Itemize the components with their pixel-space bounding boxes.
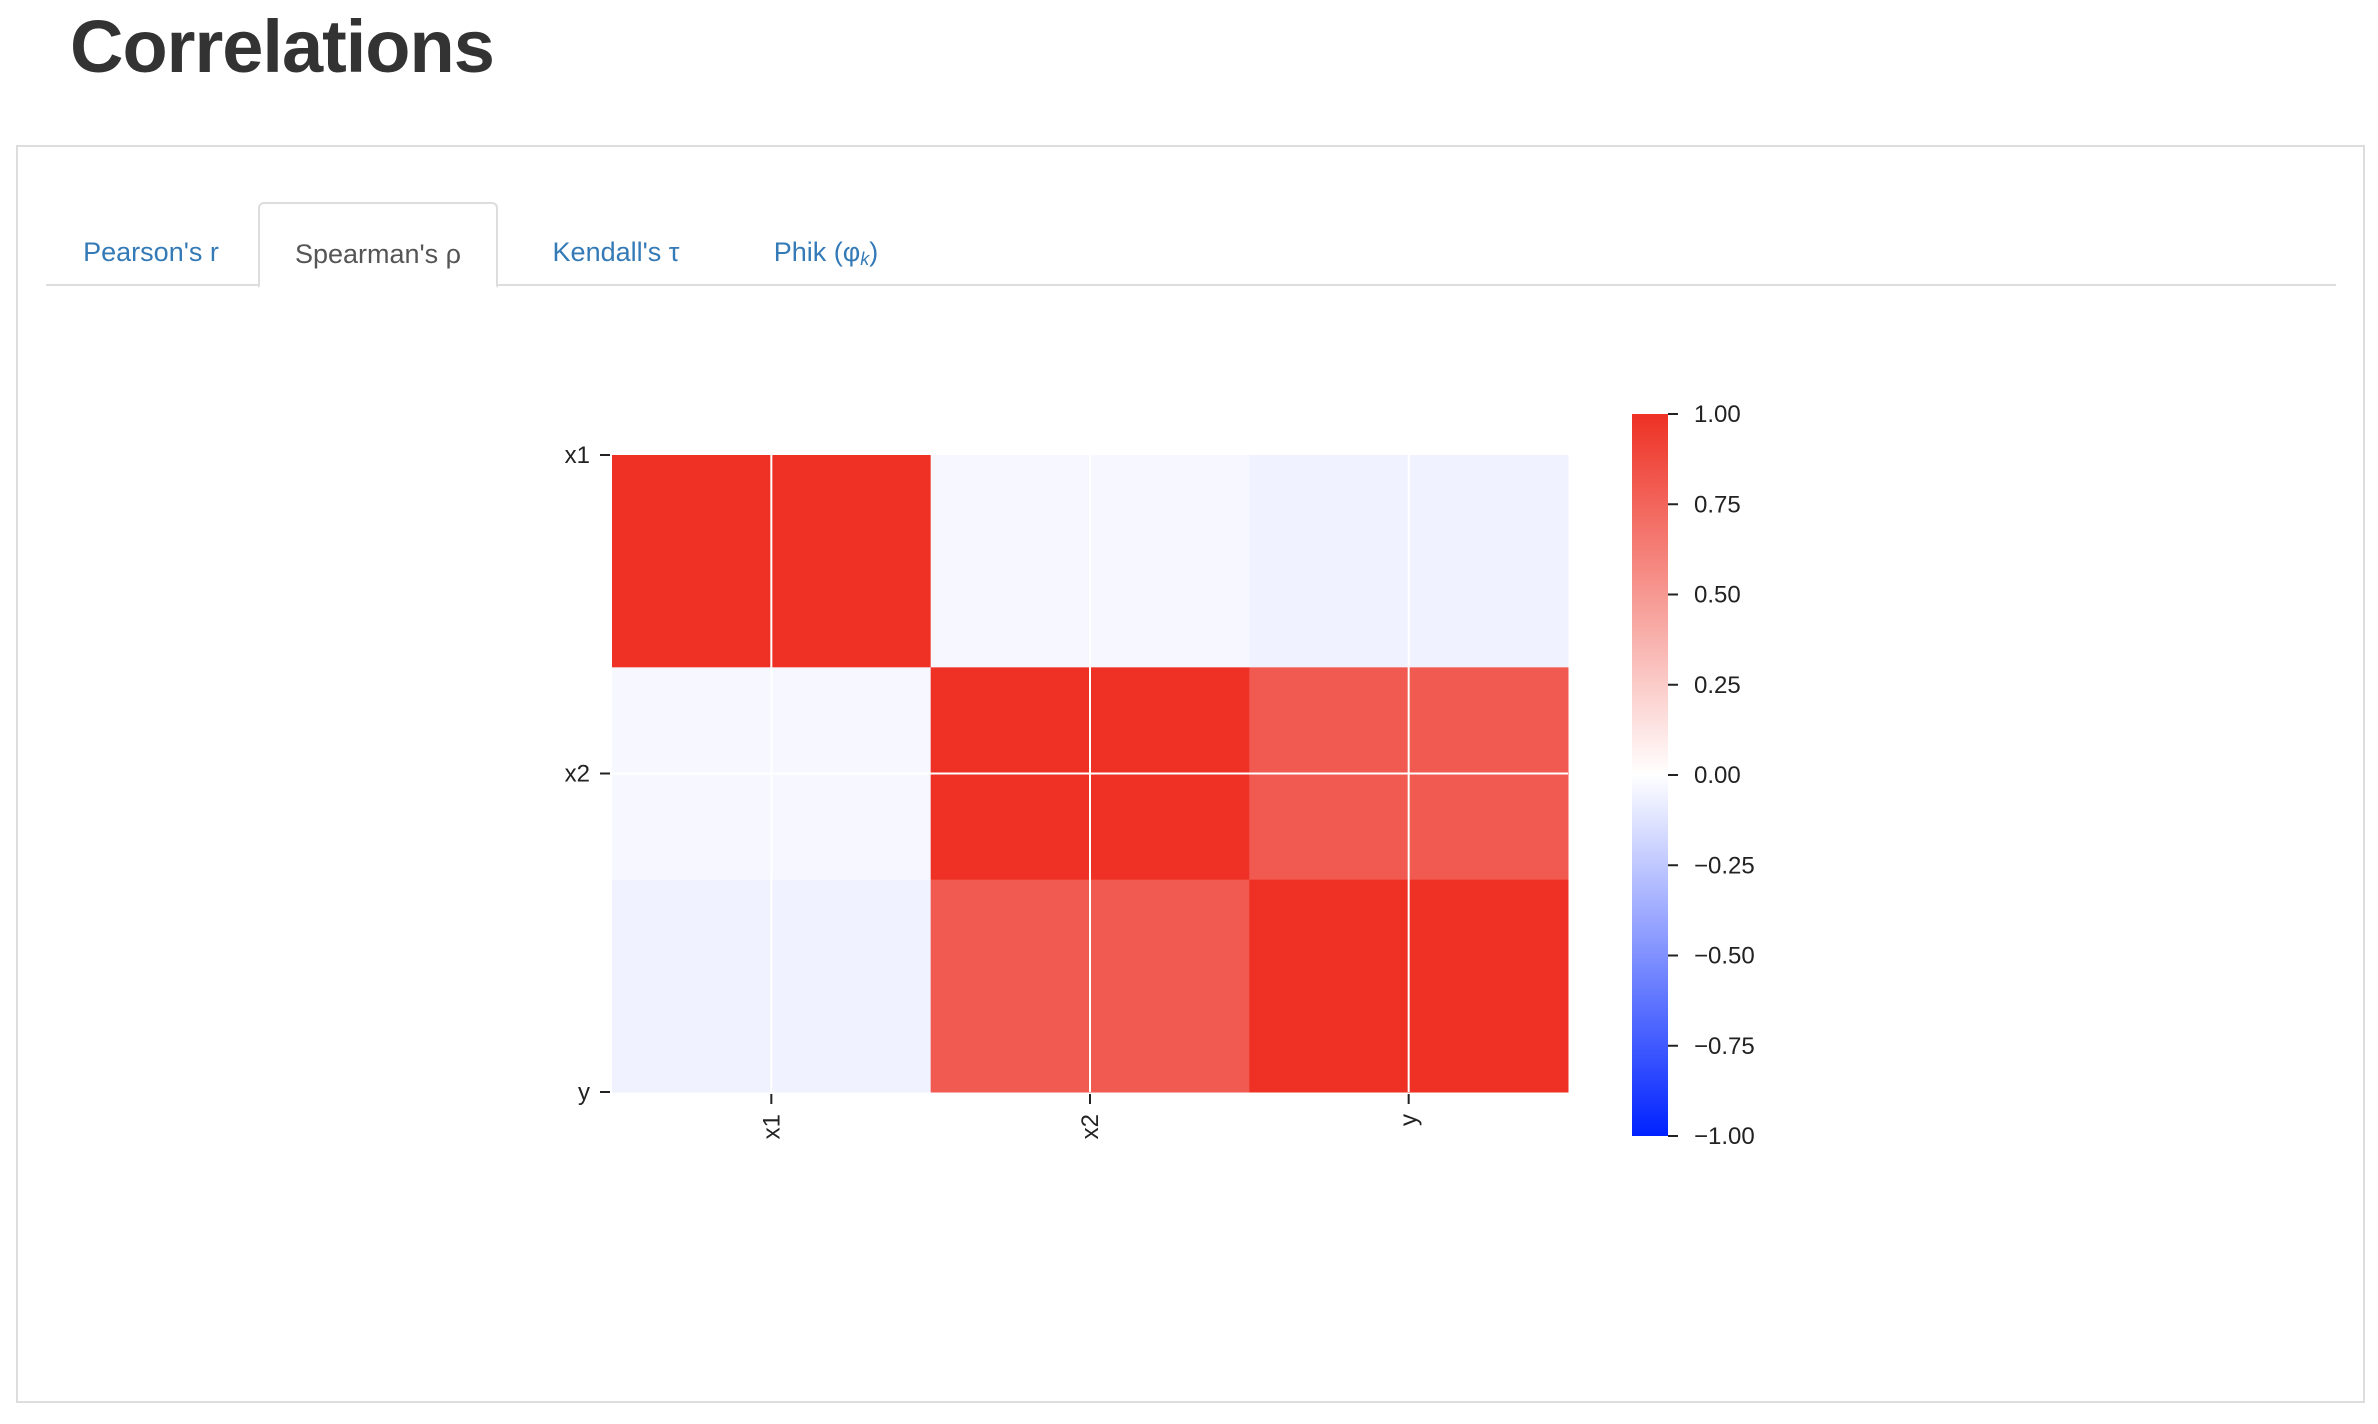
page-title: Correlations bbox=[70, 5, 495, 88]
colorbar-tick-label: 0.00 bbox=[1694, 762, 1741, 789]
tab-spearman-label: Spearman's ρ bbox=[294, 239, 462, 269]
tab-kendall[interactable]: Kendall's τ bbox=[506, 202, 726, 286]
tab-spearman[interactable]: Spearman's ρ bbox=[258, 202, 498, 288]
y-tick-label: x2 bbox=[565, 761, 590, 788]
colorbar-tick-label: 1.00 bbox=[1694, 401, 1741, 428]
heatmap-y-axis: x1 x2 y bbox=[565, 442, 610, 1106]
colorbar-tick-label: −0.50 bbox=[1694, 943, 1755, 970]
correlation-tabs: Pearson's r Spearman's ρ Kendall's τ Phi… bbox=[46, 202, 2336, 288]
colorbar-tick-label: 0.25 bbox=[1694, 672, 1741, 699]
heatmap-colorbar: 1.00 0.75 0.50 0.25 0.00 −0.25 −0.50 −0.75 −1.00 bbox=[1632, 401, 1755, 1150]
y-tick-label: x1 bbox=[565, 442, 590, 469]
colorbar-tick-label: −0.25 bbox=[1694, 852, 1755, 879]
colorbar-tick-label: −0.75 bbox=[1694, 1033, 1755, 1060]
tab-phik-close: ) bbox=[869, 237, 879, 267]
x-tick-label: x1 bbox=[758, 1114, 785, 1139]
tab-phik[interactable]: Phik (φk) bbox=[726, 202, 926, 286]
tab-pearson-label: Pearson's r bbox=[83, 237, 219, 267]
correlations-panel bbox=[16, 145, 2365, 1403]
tab-kendall-label: Kendall's τ bbox=[552, 237, 680, 267]
heatmap-gridlines bbox=[612, 455, 1568, 1092]
tab-phik-subscript: k bbox=[860, 249, 870, 269]
y-tick-label: y bbox=[578, 1079, 590, 1106]
colorbar-gradient bbox=[1632, 414, 1668, 1136]
tab-phik-label: Phik (φ bbox=[773, 237, 861, 267]
x-tick-label: x2 bbox=[1077, 1114, 1104, 1139]
colorbar-tick-label: 0.75 bbox=[1694, 491, 1741, 518]
x-tick-label: y bbox=[1396, 1114, 1423, 1126]
heatmap-x-axis: x1 x2 y bbox=[758, 1094, 1423, 1139]
tab-pearson[interactable]: Pearson's r bbox=[46, 202, 256, 286]
colorbar-tick-label: −1.00 bbox=[1694, 1123, 1755, 1150]
colorbar-tick-label: 0.50 bbox=[1694, 582, 1741, 609]
